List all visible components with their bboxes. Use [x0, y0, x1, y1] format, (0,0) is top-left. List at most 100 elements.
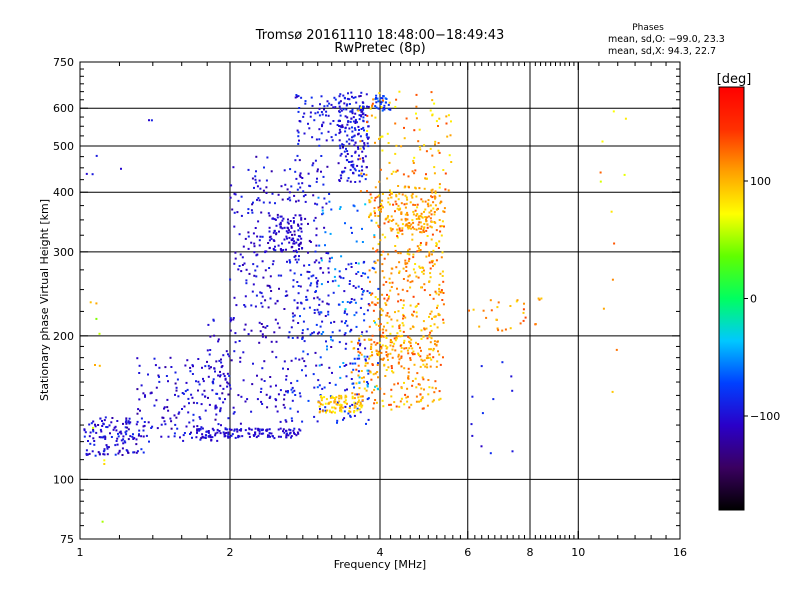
echo-point — [358, 129, 360, 131]
echo-point — [346, 134, 349, 137]
echo-point — [351, 403, 354, 406]
echo-point — [401, 229, 404, 232]
echo-point — [178, 411, 181, 414]
echo-point — [480, 445, 483, 448]
echo-point — [329, 410, 332, 413]
echo-point — [349, 301, 352, 304]
echo-point — [316, 285, 319, 288]
echo-point — [368, 357, 371, 360]
echo-point — [363, 380, 366, 383]
echo-point — [346, 179, 349, 182]
echo-point — [374, 343, 377, 346]
echo-point — [346, 123, 349, 126]
echo-point — [216, 392, 219, 395]
echo-point — [275, 340, 278, 343]
echo-point — [187, 411, 190, 414]
echo-point — [169, 417, 172, 420]
echo-point — [442, 303, 445, 306]
echo-point — [129, 421, 132, 424]
echo-point — [200, 437, 203, 440]
echo-point — [103, 448, 106, 451]
echo-point — [338, 208, 341, 210]
echo-point — [373, 320, 375, 322]
echo-point — [375, 106, 378, 109]
echo-point — [330, 346, 333, 348]
echo-point — [220, 366, 223, 369]
echo-point — [397, 361, 400, 364]
echo-point — [278, 223, 281, 226]
echo-point — [358, 180, 361, 183]
echo-point — [233, 211, 236, 214]
echo-point — [371, 351, 373, 354]
echo-point — [346, 150, 349, 153]
echo-point — [267, 434, 270, 437]
echo-point — [132, 438, 135, 440]
echo-point — [365, 330, 368, 333]
echo-point — [124, 441, 127, 444]
echo-point — [387, 353, 390, 356]
echo-point — [374, 321, 376, 324]
echo-point — [210, 366, 212, 369]
echo-point — [398, 261, 401, 264]
echo-point — [338, 95, 341, 98]
echo-point — [268, 284, 271, 287]
echo-point — [412, 268, 415, 271]
echo-point — [367, 125, 370, 128]
echo-point — [417, 140, 420, 143]
echo-point — [438, 287, 441, 290]
echo-point — [124, 431, 127, 434]
echo-point — [357, 146, 359, 148]
echo-point — [353, 205, 356, 208]
echo-point — [388, 315, 391, 318]
echo-point — [382, 250, 385, 253]
echo-point — [324, 231, 327, 234]
echo-point — [310, 96, 313, 99]
echo-point — [362, 116, 365, 119]
echo-point — [413, 156, 416, 159]
echo-point — [272, 239, 275, 242]
echo-point — [360, 275, 363, 277]
echo-point — [387, 366, 390, 369]
echo-point — [366, 105, 368, 108]
echo-point — [283, 393, 286, 396]
echo-point — [258, 428, 261, 431]
echo-point — [401, 233, 404, 236]
echo-point — [364, 155, 367, 158]
echo-point — [432, 347, 435, 350]
echo-point — [449, 134, 452, 137]
echo-point — [355, 240, 358, 243]
echo-point — [377, 100, 380, 103]
echo-point — [262, 189, 265, 192]
echo-point — [356, 121, 358, 124]
echo-point — [305, 374, 307, 377]
echo-point — [316, 203, 319, 206]
echo-point — [348, 138, 351, 141]
echo-point — [222, 431, 225, 434]
echo-point — [439, 230, 442, 233]
echo-point — [281, 219, 284, 222]
echo-point — [442, 280, 445, 283]
echo-point — [360, 114, 362, 117]
echo-point — [324, 244, 326, 247]
echo-point — [88, 452, 91, 455]
echo-point — [282, 403, 285, 406]
echo-point — [377, 224, 380, 227]
echo-point — [515, 300, 518, 303]
echo-point — [398, 227, 401, 230]
echo-point — [262, 276, 265, 279]
echo-point — [522, 311, 525, 314]
echo-point — [353, 314, 356, 317]
echo-point — [290, 246, 293, 249]
echo-point — [364, 114, 367, 116]
echo-point — [128, 417, 131, 420]
echo-point — [260, 211, 263, 214]
echo-point — [435, 259, 438, 262]
echo-point — [268, 239, 271, 242]
echo-point — [470, 423, 473, 426]
echo-point — [423, 144, 426, 147]
echo-point — [389, 339, 392, 341]
echo-point — [123, 440, 126, 443]
echo-point — [364, 272, 367, 275]
echo-point — [386, 177, 389, 180]
echo-point — [276, 213, 279, 216]
